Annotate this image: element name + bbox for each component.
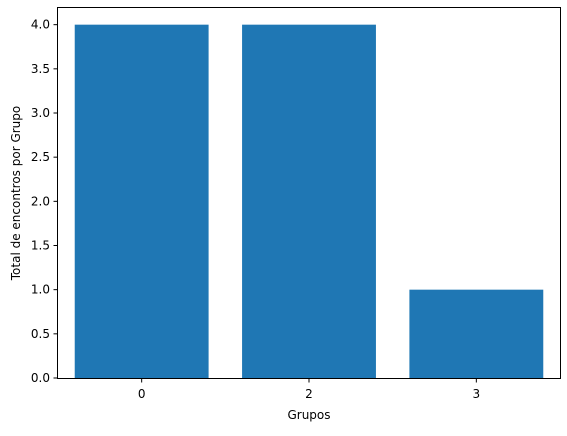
x-axis-label: Grupos [287,408,330,422]
y-tick-label-1: 0.5 [31,327,50,341]
y-tick-label-5: 2.5 [31,150,50,164]
y-axis: 0.0 0.5 1.0 1.5 2.0 2.5 3.0 3.5 4.0 [31,18,58,385]
bar-0 [74,24,209,378]
y-tick-label-3: 1.5 [31,239,50,253]
y-tick-label-7: 3.5 [31,62,50,76]
y-tick-label-0: 0.0 [31,371,50,385]
bars-layer [74,24,544,378]
y-tick-label-6: 3.0 [31,106,50,120]
y-tick-label-8: 4.0 [31,18,50,32]
y-axis-label: Total de encontros por Grupo [9,106,23,281]
x-tick-label-2: 2 [305,387,313,401]
x-tick-label-0: 0 [138,387,146,401]
x-tick-label-3: 3 [473,387,481,401]
y-tick-label-2: 1.0 [31,283,50,297]
y-tick-label-4: 2.0 [31,194,50,208]
bar-3 [409,289,544,378]
bar-2 [242,24,376,378]
x-axis: 0 2 3 [138,378,481,401]
